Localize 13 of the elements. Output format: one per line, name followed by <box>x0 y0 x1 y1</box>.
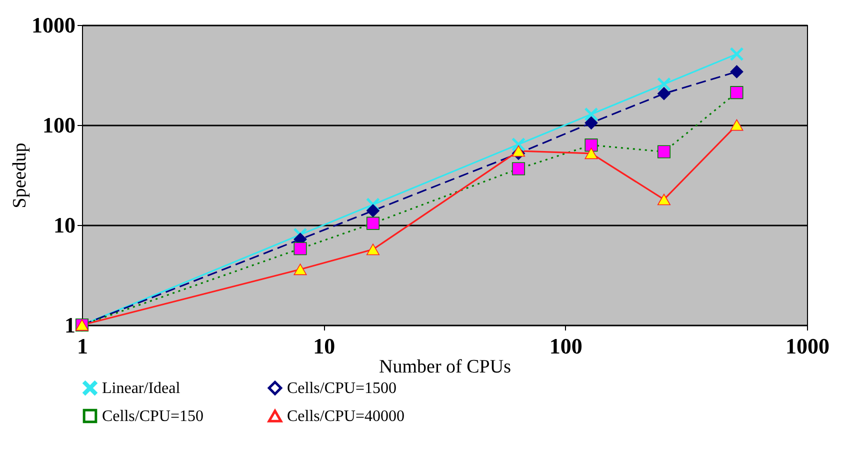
legend-label: Cells/CPU=1500 <box>287 380 396 398</box>
y-tick-label: 10 <box>54 212 76 238</box>
y-tick-label: 1000 <box>32 12 76 38</box>
legend-label: Cells/CPU=40000 <box>287 408 404 425</box>
x-axis-title: Number of CPUs <box>379 356 511 378</box>
x-tick-label: 100 <box>549 334 582 358</box>
x-tick-label: 1000 <box>786 334 830 358</box>
y-tick-label: 100 <box>42 112 76 138</box>
y-tick-label: 1 <box>64 312 76 338</box>
legend-label: Cells/CPU=150 <box>102 408 204 425</box>
y-axis-title: Speedup <box>10 142 30 208</box>
x-tick-label: 10 <box>313 334 336 358</box>
legend-label: Linear/Ideal <box>102 380 181 398</box>
